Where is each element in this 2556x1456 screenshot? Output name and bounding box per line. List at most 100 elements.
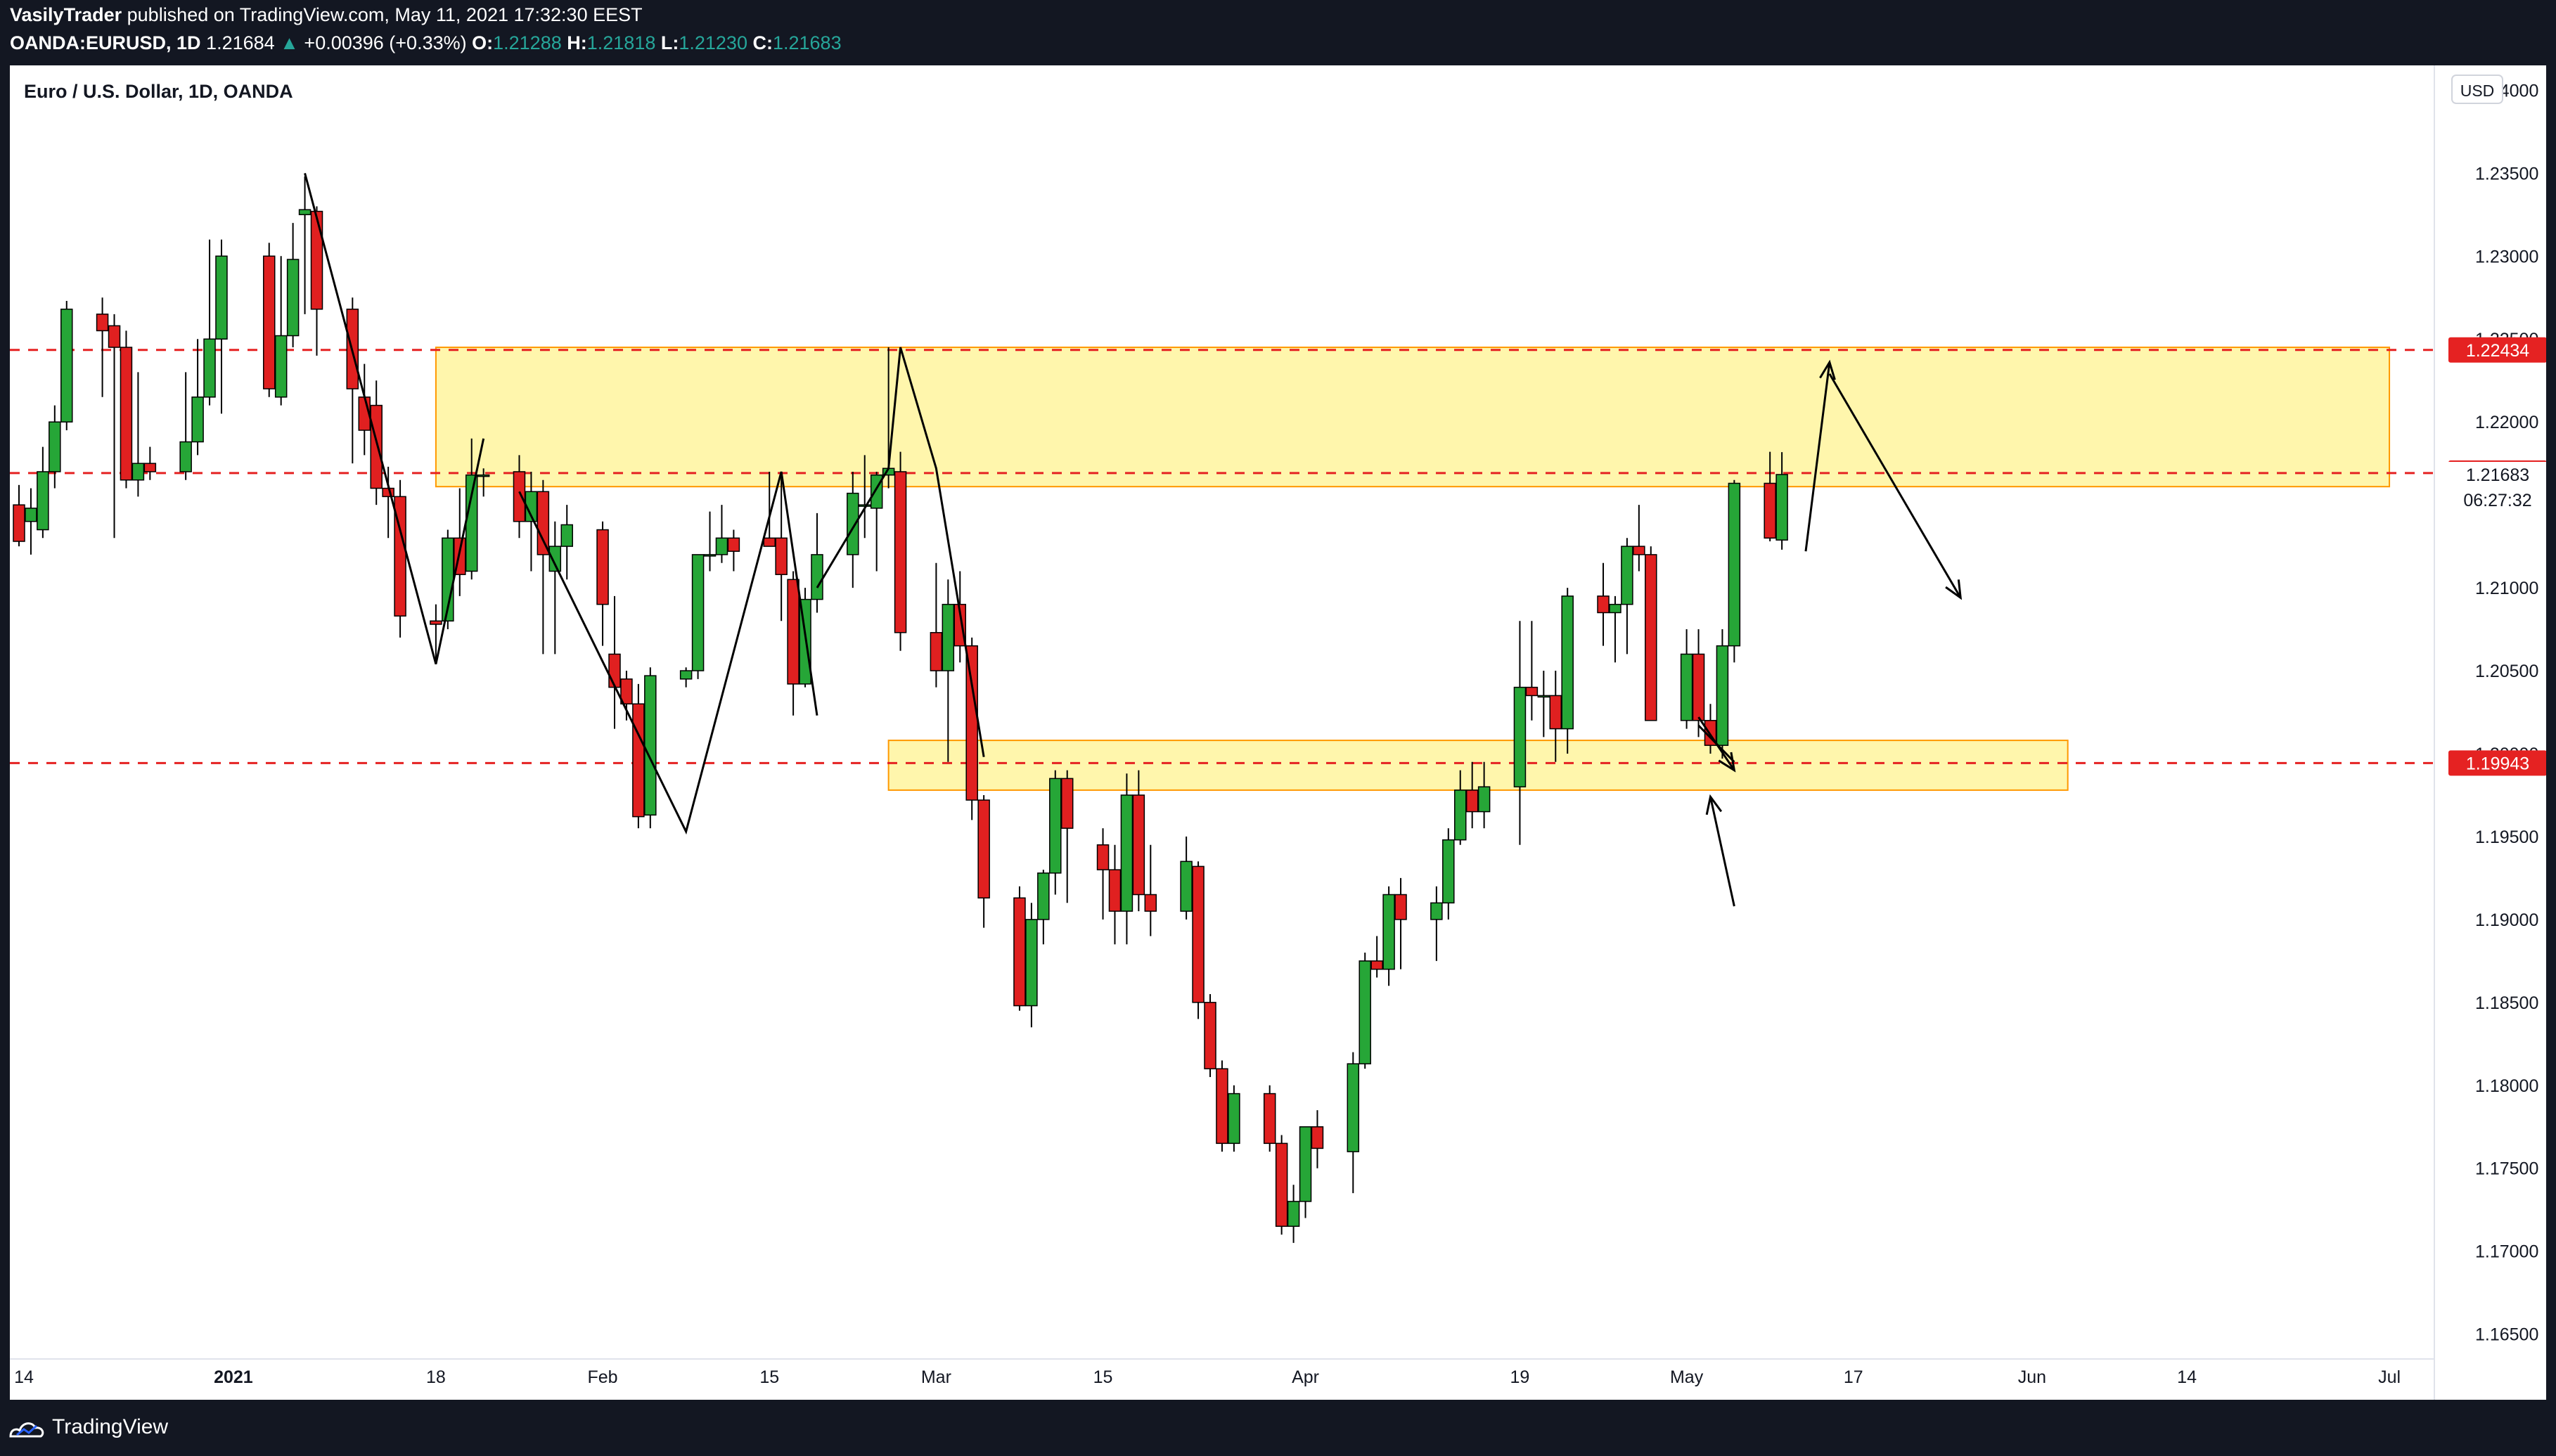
- tradingview-logo-icon[interactable]: [8, 1415, 46, 1442]
- candle-2021-04-29: [1633, 505, 1645, 572]
- candle-2021-03-16: [1108, 844, 1122, 945]
- candle-body: [1192, 865, 1205, 1003]
- price-label-mask: [2448, 487, 2547, 513]
- candle-2021-04-27: [1609, 595, 1621, 663]
- symbol-ohlc-line: OANDA:EURUSD, 1D 1.21684 ▲ +0.00396 (+0.…: [10, 32, 842, 54]
- candle-body: [96, 314, 109, 332]
- candle-body: [691, 554, 705, 671]
- candle-2021-04-21: [1537, 671, 1550, 737]
- candle-body: [1299, 1126, 1312, 1202]
- candle-body: [1680, 653, 1693, 721]
- resistance-zone-0: [435, 347, 2391, 488]
- currency-button[interactable]: [2451, 75, 2503, 104]
- candle-2021-01-18: [430, 604, 442, 663]
- arrow-head-3: [1718, 752, 1736, 773]
- candle-2021-03-11: [1049, 770, 1062, 895]
- candle-2021-04-06: [1359, 953, 1371, 1069]
- author-name[interactable]: VasilyTrader: [10, 4, 122, 25]
- candle-body: [1037, 872, 1050, 920]
- candle-body: [1216, 1068, 1228, 1145]
- candle-body: [1025, 919, 1038, 1007]
- candle-body: [775, 537, 788, 575]
- candle-2021-05-07: [1728, 479, 1741, 663]
- close-value: 1.21683: [772, 32, 842, 53]
- candle-2020-12-17: [49, 405, 61, 489]
- candle-2021-03-01: [930, 562, 943, 688]
- candle-body: [191, 397, 204, 443]
- candle-2021-04-28: [1621, 538, 1633, 655]
- arrow-line-0: [1804, 362, 1831, 552]
- candle-body: [1204, 1002, 1216, 1069]
- price-tick-label: 1.23500: [2475, 164, 2538, 183]
- candle-2021-04-23: [1561, 588, 1574, 754]
- candle-2021-01-26: [525, 471, 538, 572]
- tradingview-brand[interactable]: TradingView: [52, 1415, 169, 1438]
- candle-2020-12-22: [108, 314, 121, 539]
- candle-body: [1442, 839, 1455, 904]
- candle-body: [644, 675, 657, 816]
- candle-2021-03-15: [1096, 828, 1110, 920]
- candlestick-chart[interactable]: 1.240001.235001.230001.225001.220001.215…: [10, 65, 2547, 1400]
- candle-2021-01-28: [548, 521, 562, 655]
- time-tick-label: May: [1670, 1367, 1704, 1387]
- candle-body: [1228, 1093, 1240, 1145]
- candle-body: [620, 678, 633, 704]
- price-label-mask: [2448, 461, 2547, 487]
- arrow-line-2: [1709, 796, 1735, 907]
- candle-2021-01-06: [286, 223, 300, 348]
- candle-2021-03-02: [942, 579, 955, 762]
- candle-body: [1382, 894, 1395, 970]
- swing-line-2: [816, 347, 985, 757]
- candle-body: [370, 404, 383, 489]
- candle-body: [1477, 786, 1491, 813]
- high-value: 1.21818: [586, 32, 656, 53]
- candle-body: [560, 524, 573, 547]
- price-label-text: 06:27:32: [2463, 491, 2531, 510]
- arrow-head-1: [1945, 579, 1963, 600]
- candle-body: [1513, 686, 1527, 787]
- candle-2021-01-05: [274, 256, 288, 406]
- candle-body: [727, 537, 740, 552]
- candle-body: [215, 255, 228, 340]
- candle-body: [143, 463, 157, 472]
- candle-2021-03-18: [1132, 770, 1145, 912]
- candle-body: [1275, 1142, 1288, 1228]
- candle-2021-05-03: [1680, 629, 1693, 729]
- candle-2021-03-08: [1013, 886, 1026, 1011]
- open-value: 1.21288: [493, 32, 562, 53]
- drawings-layer: [304, 172, 1963, 907]
- price-axis[interactable]: 1.240001.235001.230001.225001.220001.215…: [2475, 81, 2538, 1344]
- time-axis[interactable]: 14 2021 18 Feb 15 Mar 15 Apr 19 May 17 Jun 14 Jul: [14, 1367, 2401, 1387]
- candle-body: [298, 209, 312, 216]
- candle-2021-01-08: [310, 206, 323, 356]
- price-label-text: 1.21683: [2466, 465, 2529, 485]
- price-tick-label: 1.21000: [2475, 579, 2538, 598]
- candle-body: [1347, 1063, 1360, 1152]
- candle-body: [310, 210, 323, 310]
- chart-panel[interactable]: 1.240001.235001.230001.225001.220001.215…: [10, 65, 2547, 1400]
- time-tick-label: Jul: [2378, 1367, 2401, 1387]
- candle-body: [1453, 790, 1467, 841]
- candle-body: [131, 463, 145, 481]
- candle-2021-02-05: [644, 667, 657, 829]
- candle-body: [1370, 960, 1383, 970]
- candle-body: [858, 504, 871, 507]
- candles-layer: [13, 176, 1788, 1243]
- candle-2021-04-02: [1311, 1110, 1324, 1168]
- candle-body: [1549, 695, 1562, 730]
- candle-body: [703, 554, 717, 557]
- chart-title: Euro / U.S. Dollar, 1D, OANDA: [24, 81, 293, 102]
- candle-body: [1621, 546, 1633, 605]
- candle-2020-12-28: [179, 372, 192, 480]
- price-tick-label: 1.18000: [2475, 1076, 2538, 1096]
- candle-2021-04-01: [1299, 1126, 1312, 1218]
- candle-body: [1716, 645, 1729, 746]
- candle-2021-04-20: [1525, 621, 1539, 721]
- candle-body: [394, 496, 406, 617]
- arrow-line-1: [1828, 373, 1962, 598]
- candle-2021-03-19: [1144, 844, 1157, 936]
- candle-body: [632, 703, 645, 818]
- candle-body: [430, 620, 442, 625]
- resistance-zone-1: [887, 740, 2069, 791]
- time-tick-label: 19: [1510, 1367, 1530, 1387]
